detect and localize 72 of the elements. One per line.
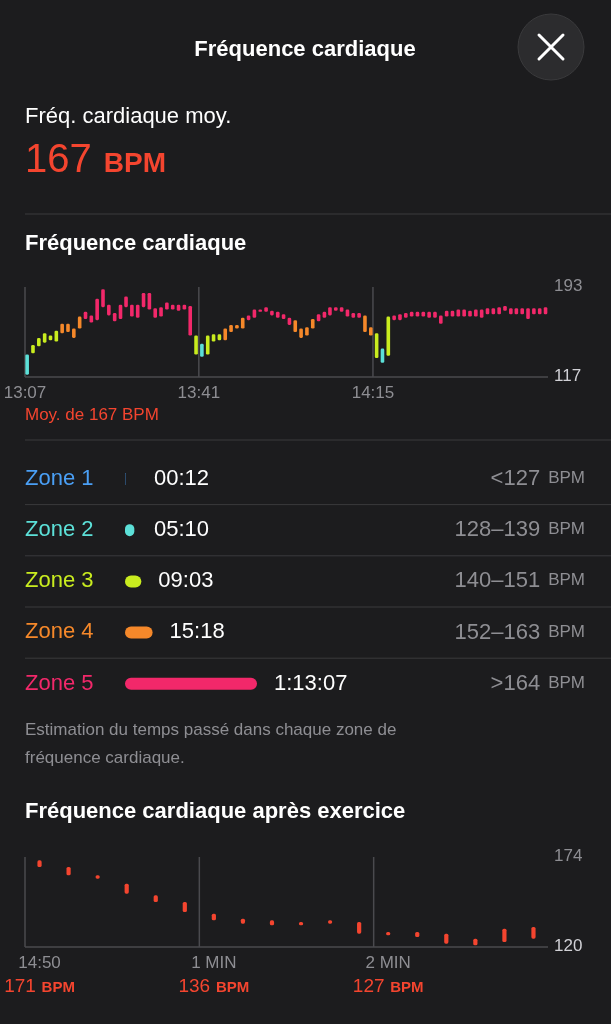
bar bbox=[462, 309, 466, 317]
text: 171 BPM bbox=[4, 975, 75, 996]
text: 136 BPM bbox=[178, 975, 250, 996]
y-tick-label: 174 bbox=[554, 846, 583, 866]
bar bbox=[223, 328, 228, 341]
text: 152–163 BPM bbox=[454, 618, 585, 644]
data-label: 00:12 bbox=[154, 464, 210, 490]
bar bbox=[165, 302, 169, 310]
text: Estimation du temps passé dans chaque zone de fréquence cardiaque. bbox=[25, 719, 397, 767]
x-tick-label: 13:07 bbox=[3, 383, 47, 402]
bar bbox=[497, 307, 501, 315]
bar bbox=[526, 308, 530, 319]
text: Fréquence cardiaque bbox=[194, 36, 416, 61]
bar bbox=[135, 304, 140, 318]
bar bbox=[130, 304, 134, 317]
bar bbox=[95, 298, 99, 321]
y-tick-label: Zone 4 bbox=[25, 618, 94, 644]
bar bbox=[182, 902, 187, 912]
y-tick-label: Zone 3 bbox=[25, 567, 94, 593]
y-tick-label: 193 bbox=[554, 276, 583, 296]
bar bbox=[229, 324, 233, 332]
bar bbox=[101, 289, 105, 308]
bar bbox=[328, 307, 332, 316]
y-tick-label: Zone 1 bbox=[25, 464, 94, 490]
bar bbox=[125, 677, 257, 690]
text: 167 BPM bbox=[25, 136, 166, 180]
text: 140–151 BPM bbox=[454, 567, 585, 593]
bar bbox=[107, 304, 111, 316]
x-tick-label: 2 MIN bbox=[365, 953, 411, 972]
text: 128–139 BPM bbox=[454, 516, 585, 542]
data-label: 1:13:07 bbox=[274, 669, 348, 695]
bar bbox=[369, 327, 373, 336]
bar bbox=[200, 343, 204, 357]
bar bbox=[37, 860, 42, 867]
bar bbox=[205, 335, 210, 355]
bar bbox=[474, 309, 478, 317]
bar bbox=[531, 927, 536, 939]
data-label: 09:03 bbox=[158, 567, 214, 593]
x-tick-label: 1 MIN bbox=[191, 953, 237, 972]
bar bbox=[66, 867, 71, 876]
bar bbox=[37, 337, 41, 347]
bar bbox=[363, 315, 367, 332]
x-tick-label: 14:50 bbox=[18, 953, 61, 972]
bar bbox=[31, 345, 35, 354]
bar bbox=[444, 933, 449, 944]
bar bbox=[124, 296, 128, 308]
chart-title: Fréquence cardiaque après exercice bbox=[25, 798, 406, 823]
bar bbox=[357, 922, 362, 934]
bar bbox=[305, 327, 309, 336]
text: Fréq. cardiaque moy. bbox=[25, 103, 232, 128]
bar bbox=[188, 305, 193, 336]
chart-title: Fréquence cardiaque bbox=[25, 230, 247, 255]
text: 127 BPM bbox=[352, 975, 424, 996]
text: <127 BPM bbox=[490, 464, 585, 490]
data-label: 15:18 bbox=[169, 618, 225, 644]
bar bbox=[240, 317, 245, 329]
text: Moy. de 167 BPM bbox=[25, 405, 159, 424]
bar bbox=[25, 354, 29, 375]
bar bbox=[66, 323, 70, 332]
bar bbox=[194, 335, 198, 355]
y-tick-label: Zone 5 bbox=[25, 669, 94, 695]
x-tick-label: 14:15 bbox=[351, 383, 395, 402]
y-tick-label: 117 bbox=[554, 366, 582, 386]
bar bbox=[502, 928, 507, 942]
y-tick-label: 120 bbox=[554, 936, 583, 956]
y-tick-label: Zone 2 bbox=[25, 516, 94, 542]
x-tick-label: 13:41 bbox=[177, 383, 221, 402]
data-label: 05:10 bbox=[154, 516, 210, 542]
text: >164 BPM bbox=[490, 669, 585, 695]
bar bbox=[124, 883, 129, 894]
bar bbox=[439, 315, 443, 324]
bar bbox=[293, 320, 298, 332]
